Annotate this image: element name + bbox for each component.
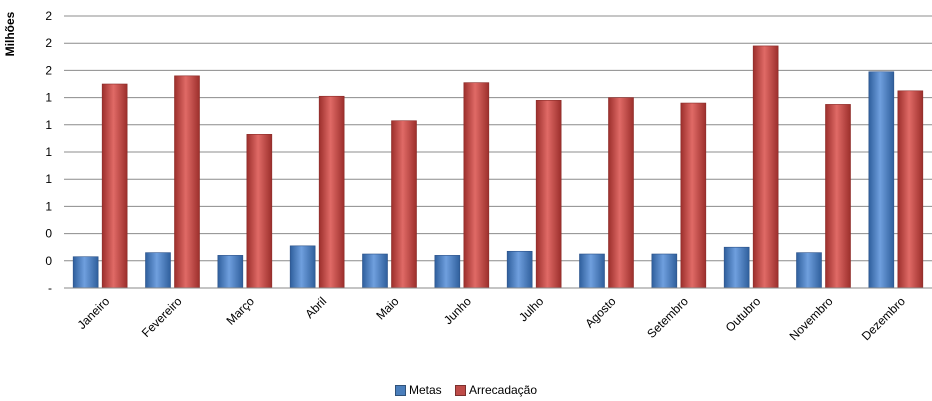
y-axis-title: Milhões	[3, 11, 17, 56]
legend-swatch-metas	[394, 384, 406, 396]
x-tick-label: Março	[223, 294, 257, 328]
y-tick-label: 1	[45, 172, 52, 186]
chart: - 0 0 1 1 1 1 1 2 2 2 Janeiro Fevereiro Março Abril Ma…	[3, 9, 932, 343]
bar-metas	[506, 250, 533, 289]
x-tick-label: Agosto	[582, 294, 619, 331]
legend: Metas Arrecadação	[0, 383, 932, 399]
bar-metas	[434, 255, 461, 289]
x-tick-label: Maio	[373, 294, 402, 323]
y-tick-label: 2	[45, 9, 52, 23]
y-axis-ticks: - 0 0 1 1 1 1 1 2 2 2	[45, 9, 52, 295]
bar-arrecadacao	[535, 100, 562, 289]
bars	[72, 45, 924, 289]
bar-metas	[723, 246, 750, 289]
bar-arrecadacao	[101, 83, 128, 289]
bar-arrecadacao	[752, 45, 779, 289]
x-tick-label: Setembro	[644, 294, 691, 341]
bar-metas	[72, 256, 99, 289]
bar-arrecadacao	[391, 120, 417, 289]
bar-metas	[289, 245, 316, 289]
y-tick-label: 2	[45, 36, 52, 50]
bar-metas	[796, 252, 822, 289]
bar-metas	[145, 252, 171, 289]
x-tick-label: Novembro	[787, 294, 836, 343]
y-tick-label: -	[48, 281, 52, 295]
y-tick-label: 0	[45, 254, 52, 268]
y-tick-label: 1	[45, 118, 52, 132]
x-tick-label: Janeiro	[75, 294, 113, 332]
x-tick-label: Outubro	[723, 294, 764, 335]
legend-swatch-arrecadacao	[454, 384, 466, 396]
legend-label-metas: Metas	[408, 383, 442, 397]
x-tick-label: Dezembro	[859, 294, 908, 343]
y-tick-label: 0	[45, 227, 52, 241]
bar-metas	[868, 71, 895, 289]
y-tick-label: 1	[45, 145, 52, 159]
legend-item-arrecadacao: Arrecadação	[454, 383, 538, 397]
y-tick-label: 1	[45, 199, 52, 213]
x-tick-label: Junho	[441, 294, 474, 327]
x-tick-label: Julho	[516, 294, 546, 324]
bar-arrecadacao	[680, 102, 707, 289]
bar-metas	[651, 253, 678, 289]
bar-arrecadacao	[825, 104, 851, 289]
bar-arrecadacao	[463, 82, 490, 289]
bar-arrecadacao	[897, 90, 924, 289]
bar-metas	[362, 253, 388, 289]
x-tick-label: Fevereiro	[139, 294, 185, 340]
bar-arrecadacao	[174, 75, 200, 289]
x-tick-label: Abril	[302, 294, 329, 321]
x-axis-ticks: Janeiro Fevereiro Março Abril Maio Junho Julho…	[75, 294, 909, 343]
bar-arrecadacao	[246, 134, 273, 289]
bar-arrecadacao	[318, 95, 345, 289]
legend-label-arrecadacao: Arrecadação	[468, 383, 538, 397]
bar-metas	[579, 253, 605, 289]
bar-metas	[217, 255, 244, 289]
legend-item-metas: Metas	[394, 383, 442, 397]
y-tick-label: 1	[45, 91, 52, 105]
bar-arrecadacao	[608, 97, 634, 289]
y-tick-label: 2	[45, 63, 52, 77]
gridlines	[64, 15, 932, 262]
